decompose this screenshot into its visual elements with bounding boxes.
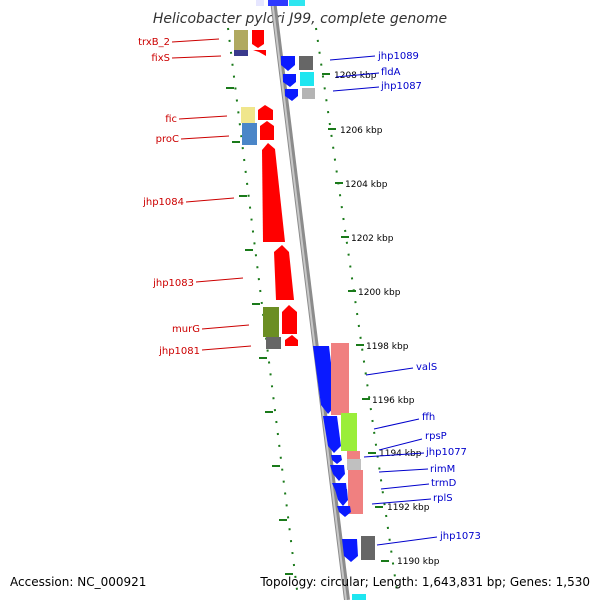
- kbp-label: 1190 kbp: [397, 557, 440, 567]
- gene-label-ffh[interactable]: ffh: [422, 412, 435, 423]
- accession-text: Accession: NC_000921: [10, 575, 146, 589]
- gene-box-fixS: [234, 50, 248, 56]
- chromosome-backbone: [270, 0, 350, 601]
- label-leader: [335, 72, 380, 78]
- top-partial-features: [256, 0, 305, 6]
- gene-label-jhp1081[interactable]: jhp1081: [158, 346, 200, 357]
- label-leader: [195, 277, 244, 283]
- gene-arrow-trmD: [335, 489, 348, 506]
- gene-box-jhp1081: [266, 337, 281, 349]
- partial-feature-bar: [352, 594, 366, 600]
- label-leader: [376, 536, 438, 546]
- gene-label-jhp1084[interactable]: jhp1084: [142, 197, 184, 208]
- gene-box-jhp1077: [347, 459, 361, 470]
- kbp-label: 1204 kbp: [345, 180, 388, 190]
- gene-label-fldA[interactable]: fldA: [381, 67, 401, 78]
- gene-box-jhp1073: [361, 536, 375, 560]
- partial-feature-bar: [268, 0, 288, 6]
- label-leader: [365, 367, 414, 376]
- gene-arrow-jhp1083: [274, 245, 294, 300]
- gene-box-rimM: [348, 470, 363, 514]
- gene-arrow-jhp1073: [342, 539, 358, 562]
- gene-arrow-ffh: [323, 416, 341, 453]
- kbp-label: 1196 kbp: [372, 396, 415, 406]
- kbp-label: 1200 kbp: [358, 288, 401, 298]
- gene-box-trxB_2: [234, 30, 248, 50]
- forward-labels: trxB_2 fixS fic proC jhp1084 jhp1083 mur…: [138, 37, 252, 357]
- reverse-labels: jhp1089 fldA jhp1087 valS ffh rpsP jhp10…: [329, 51, 481, 546]
- label-leader: [378, 438, 423, 451]
- kbp-label: 1198 kbp: [366, 342, 409, 352]
- gene-label-rplS[interactable]: rplS: [433, 493, 453, 504]
- backbone-highlight: [271, 0, 347, 601]
- gene-label-fic[interactable]: fic: [165, 114, 177, 125]
- gene-label-jhp1083[interactable]: jhp1083: [152, 278, 194, 289]
- gene-label-rpsP[interactable]: rpsP: [425, 431, 447, 442]
- gene-label-jhp1089[interactable]: jhp1089: [377, 51, 419, 62]
- gene-arrow-rplS: [337, 506, 351, 517]
- gene-label-jhp1073[interactable]: jhp1073: [439, 531, 481, 542]
- gene-box-fldA: [300, 72, 314, 86]
- gene-arrow-jhp1077: [330, 465, 345, 481]
- label-leader: [201, 324, 250, 330]
- label-leader: [329, 55, 376, 61]
- gene-arrow-jhp1089: [281, 56, 295, 71]
- label-leader: [378, 468, 429, 473]
- gene-label-trxB_2[interactable]: trxB_2: [138, 37, 170, 48]
- label-leader: [185, 197, 235, 203]
- label-leader: [171, 38, 220, 43]
- gene-box-valS: [331, 343, 349, 415]
- partial-feature-bar: [256, 0, 264, 6]
- kbp-label: 1208 kbp: [334, 71, 377, 81]
- gene-arrow-jhp1087: [285, 89, 298, 101]
- gene-label-valS[interactable]: valS: [416, 362, 437, 373]
- gene-box-proC: [242, 123, 257, 145]
- gene-arrow-rpsP: [331, 455, 342, 464]
- kbp-label: 1202 kbp: [351, 234, 394, 244]
- gene-arrow-valS: [313, 346, 336, 414]
- gene-label-jhp1087[interactable]: jhp1087: [380, 81, 422, 92]
- kbp-label: 1194 kbp: [379, 449, 422, 459]
- forward-features: [234, 30, 298, 349]
- gene-label-trmD[interactable]: trmD: [431, 478, 457, 489]
- label-leader: [371, 498, 432, 505]
- gene-box-jhp1089: [299, 56, 313, 70]
- gene-label-jhp1077[interactable]: jhp1077: [425, 447, 467, 458]
- gene-arrow-proC: [260, 121, 274, 140]
- kbp-label: 1206 kbp: [340, 126, 383, 136]
- gene-box-jhp1087: [302, 88, 315, 99]
- gene-arrow-fixS: [253, 50, 266, 56]
- gene-arrow-fic: [258, 105, 273, 120]
- map-title: Helicobacter pylori J99, complete genome: [153, 11, 447, 27]
- gene-arrow-murG: [282, 305, 297, 334]
- gene-box-fic: [241, 107, 255, 123]
- topology-text: Topology: circular; Length: 1,643,831 bp…: [259, 575, 590, 589]
- gene-arrow-fldA: [283, 74, 296, 87]
- gene-box-murG: [263, 307, 279, 337]
- label-leader: [363, 452, 425, 458]
- minor-ticks: [226, 87, 293, 575]
- gene-label-rimM[interactable]: rimM: [430, 464, 455, 475]
- gene-arrow-trxB_2: [252, 30, 264, 48]
- label-leader: [373, 418, 420, 430]
- gene-label-fixS[interactable]: fixS: [151, 53, 170, 64]
- gene-box-rpsP: [347, 451, 360, 459]
- label-leader: [171, 55, 222, 59]
- kbp-scale: 1208 kbp 1206 kbp 1204 kbp 1202 kbp 1200…: [322, 71, 440, 567]
- label-leader: [332, 86, 380, 92]
- gene-label-murG[interactable]: murG: [172, 324, 200, 335]
- gene-arrow-jhp1084: [262, 143, 285, 242]
- label-leader: [178, 115, 228, 120]
- label-leader: [201, 345, 252, 351]
- gene-arrow-jhp1081: [285, 335, 298, 346]
- gene-box-ffh: [341, 413, 357, 451]
- kbp-label: 1192 kbp: [387, 503, 430, 513]
- reverse-features: [281, 56, 375, 600]
- label-leader: [180, 135, 230, 140]
- partial-feature-bar: [289, 0, 305, 6]
- gene-label-proC[interactable]: proC: [156, 134, 179, 145]
- label-leader: [380, 483, 430, 490]
